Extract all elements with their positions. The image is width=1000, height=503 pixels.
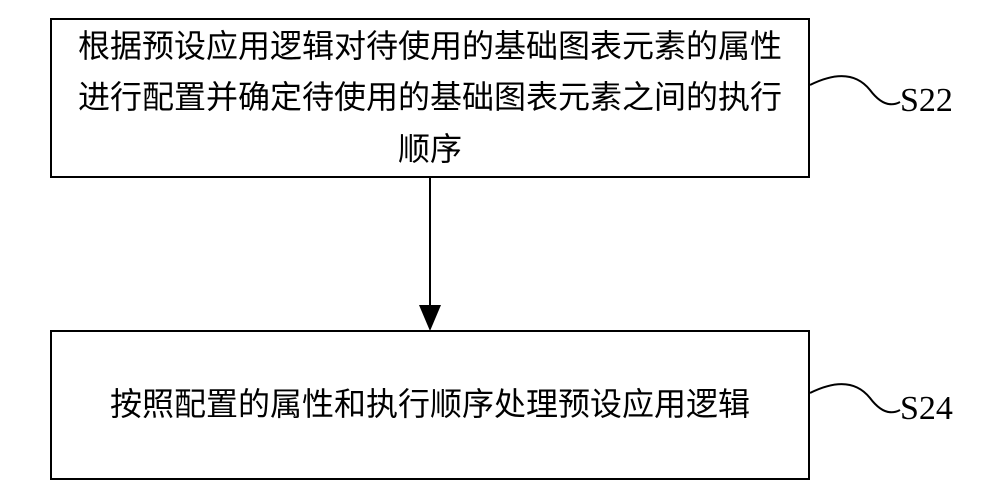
flowchart-node-2-text: 按照配置的属性和执行顺序处理预设应用逻辑 [110,379,750,430]
flowchart-arrow-line [429,178,431,310]
flowchart-node-1: 根据预设应用逻辑对待使用的基础图表元素的属性进行配置并确定待使用的基础图表元素之… [50,18,810,178]
flowchart-label-2: S24 [900,390,953,428]
flowchart-container: 根据预设应用逻辑对待使用的基础图表元素的属性进行配置并确定待使用的基础图表元素之… [0,0,1000,503]
connector-curve-2 [810,368,905,428]
connector-curve-1 [810,60,905,120]
flowchart-label-1: S22 [900,82,953,120]
flowchart-arrow-head [419,305,441,331]
flowchart-node-2: 按照配置的属性和执行顺序处理预设应用逻辑 [50,330,810,480]
flowchart-node-1-text: 根据预设应用逻辑对待使用的基础图表元素的属性进行配置并确定待使用的基础图表元素之… [76,21,784,175]
